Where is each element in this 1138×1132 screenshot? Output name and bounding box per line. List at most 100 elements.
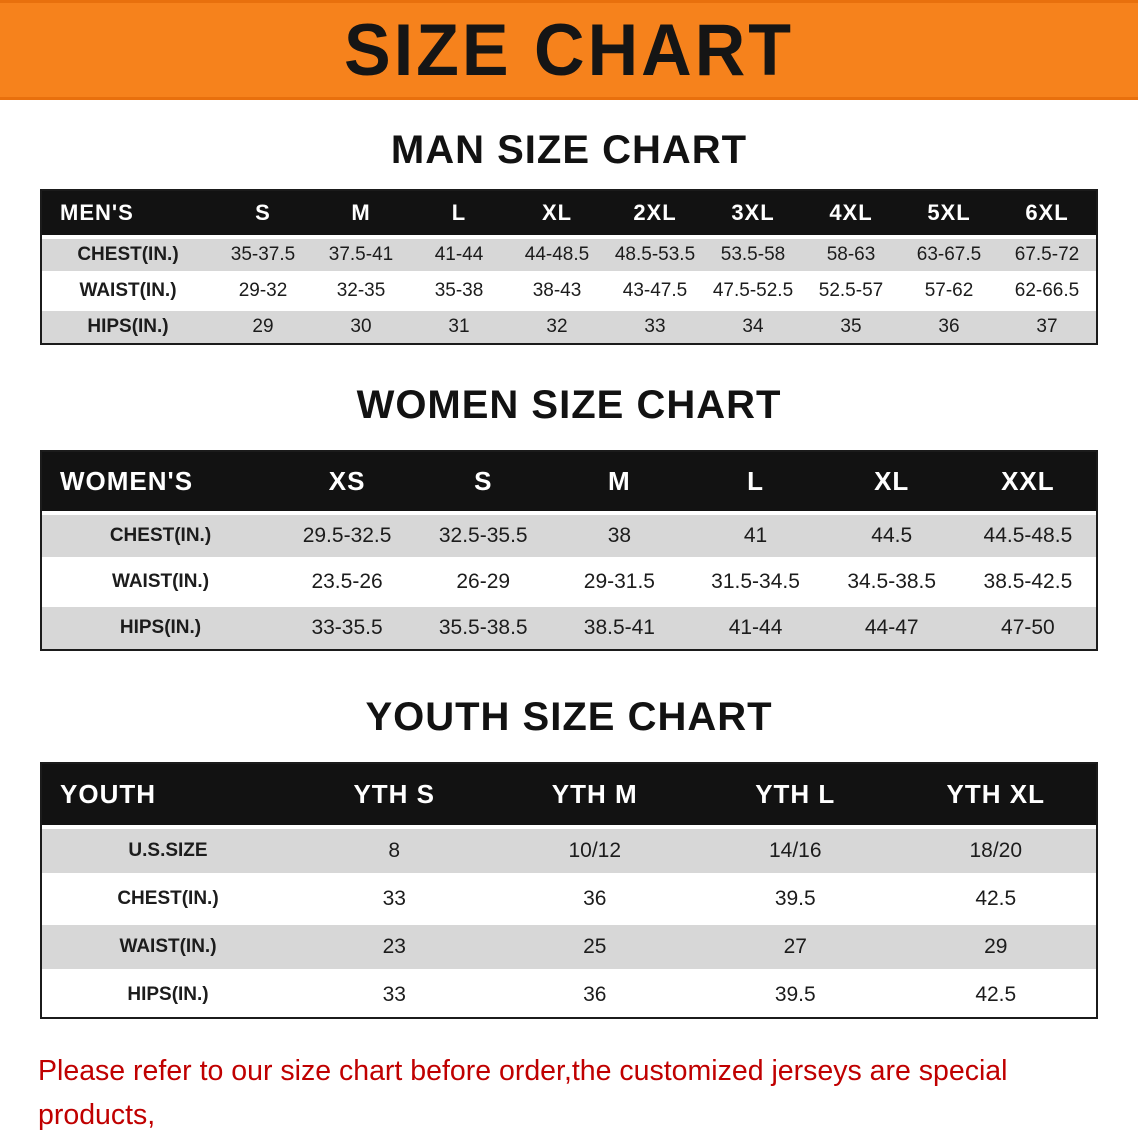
table-row: WAIST(IN.) 29-32 32-35 35-38 38-43 43-47.5 47.… xyxy=(42,271,1096,309)
value-cell: 23 xyxy=(294,921,495,971)
size-header-cell: XXL xyxy=(959,452,1096,513)
value-cell: 31 xyxy=(410,307,508,343)
value-cell: 29-32 xyxy=(214,271,312,309)
value-cell: 25 xyxy=(494,921,695,971)
table-row: CHEST(IN.) 29.5-32.5 32.5-35.5 38 41 44.5 44.5… xyxy=(42,511,1096,559)
table-row: CHEST(IN.) 33 36 39.5 42.5 xyxy=(42,873,1096,923)
value-cell: 42.5 xyxy=(895,969,1096,1017)
size-header-cell: XS xyxy=(279,452,416,513)
value-cell: 35-37.5 xyxy=(214,235,312,273)
value-cell: 35 xyxy=(802,307,900,343)
row-label-cell: CHEST(IN.) xyxy=(42,873,294,923)
disclaimer-note: Please refer to our size chart before or… xyxy=(38,1049,1100,1132)
value-cell: 29-31.5 xyxy=(551,557,688,605)
value-cell: 26-29 xyxy=(415,557,552,605)
mens-section: MAN SIZE CHART MEN'S S M L XL 2XL 3XL 4XL 5XL 6XL… xyxy=(0,128,1138,345)
womens-section-heading: WOMEN SIZE CHART xyxy=(356,383,782,427)
value-cell: 36 xyxy=(900,307,998,343)
size-header-cell: 4XL xyxy=(802,191,900,237)
value-cell: 35.5-38.5 xyxy=(415,603,552,649)
table-title-cell: YOUTH xyxy=(42,764,294,827)
size-header-cell: 3XL xyxy=(704,191,802,237)
value-cell: 18/20 xyxy=(895,825,1096,875)
size-header-cell: XL xyxy=(508,191,606,237)
youth-size-table-wrap: YOUTH YTH S YTH M YTH L YTH XL U.S.SIZE 8 10/12… xyxy=(40,762,1098,1019)
table-row: U.S.SIZE 8 10/12 14/16 18/20 xyxy=(42,825,1096,875)
row-label-cell: HIPS(IN.) xyxy=(42,969,294,1017)
womens-size-table: WOMEN'S XS S M L XL XXL CHEST(IN.) 29.5-32.5 32.5… xyxy=(42,452,1096,649)
value-cell: 14/16 xyxy=(695,825,896,875)
table-row: HIPS(IN.) 29 30 31 32 33 34 35 36 37 xyxy=(42,307,1096,343)
value-cell: 53.5-58 xyxy=(704,235,802,273)
value-cell: 57-62 xyxy=(900,271,998,309)
youth-size-table: YOUTH YTH S YTH M YTH L YTH XL U.S.SIZE 8 10/12… xyxy=(42,764,1096,1017)
value-cell: 41-44 xyxy=(410,235,508,273)
value-cell: 36 xyxy=(494,969,695,1017)
table-row: CHEST(IN.) 35-37.5 37.5-41 41-44 44-48.5 48.5… xyxy=(42,235,1096,273)
value-cell: 33 xyxy=(606,307,704,343)
table-header-row: WOMEN'S XS S M L XL XXL xyxy=(42,452,1096,513)
youth-section: YOUTH SIZE CHART YOUTH YTH S YTH M YTH L YTH… xyxy=(0,695,1138,1019)
row-label-cell: WAIST(IN.) xyxy=(42,557,279,605)
size-header-cell: S xyxy=(214,191,312,237)
value-cell: 41 xyxy=(687,511,824,559)
value-cell: 44-48.5 xyxy=(508,235,606,273)
value-cell: 58-63 xyxy=(802,235,900,273)
value-cell: 39.5 xyxy=(695,969,896,1017)
value-cell: 47.5-52.5 xyxy=(704,271,802,309)
disclaimer-line-1: Please refer to our size chart before or… xyxy=(38,1055,1008,1132)
value-cell: 29.5-32.5 xyxy=(279,511,416,559)
size-header-cell: M xyxy=(312,191,410,237)
value-cell: 33 xyxy=(294,873,495,923)
table-row: HIPS(IN.) 33-35.5 35.5-38.5 38.5-41 41-44 44-… xyxy=(42,603,1096,649)
value-cell: 48.5-53.5 xyxy=(606,235,704,273)
row-label-cell: WAIST(IN.) xyxy=(42,921,294,971)
value-cell: 31.5-34.5 xyxy=(687,557,824,605)
size-header-cell: L xyxy=(687,452,824,513)
size-header-cell: 2XL xyxy=(606,191,704,237)
value-cell: 35-38 xyxy=(410,271,508,309)
value-cell: 33-35.5 xyxy=(279,603,416,649)
size-header-cell: 5XL xyxy=(900,191,998,237)
size-header-cell: S xyxy=(415,452,552,513)
table-row: WAIST(IN.) 23.5-26 26-29 29-31.5 31.5-34.5 34… xyxy=(42,557,1096,605)
mens-size-table-wrap: MEN'S S M L XL 2XL 3XL 4XL 5XL 6XL CHEST(IN.) 35-37… xyxy=(40,189,1098,345)
value-cell: 41-44 xyxy=(687,603,824,649)
table-row: HIPS(IN.) 33 36 39.5 42.5 xyxy=(42,969,1096,1017)
value-cell: 44.5 xyxy=(823,511,960,559)
size-header-cell: M xyxy=(551,452,688,513)
value-cell: 34 xyxy=(704,307,802,343)
value-cell: 52.5-57 xyxy=(802,271,900,309)
row-label-cell: HIPS(IN.) xyxy=(42,603,279,649)
row-label-cell: CHEST(IN.) xyxy=(42,511,279,559)
value-cell: 30 xyxy=(312,307,410,343)
value-cell: 38-43 xyxy=(508,271,606,309)
value-cell: 27 xyxy=(695,921,896,971)
value-cell: 23.5-26 xyxy=(279,557,416,605)
value-cell: 62-66.5 xyxy=(998,271,1096,309)
size-header-cell: YTH XL xyxy=(895,764,1096,827)
value-cell: 29 xyxy=(214,307,312,343)
value-cell: 29 xyxy=(895,921,1096,971)
value-cell: 10/12 xyxy=(494,825,695,875)
size-header-cell: YTH L xyxy=(695,764,896,827)
value-cell: 44.5-48.5 xyxy=(959,511,1096,559)
row-label-cell: HIPS(IN.) xyxy=(42,307,214,343)
size-header-cell: L xyxy=(410,191,508,237)
page-title: SIZE CHART xyxy=(344,9,794,91)
youth-section-heading: YOUTH SIZE CHART xyxy=(365,695,773,739)
value-cell: 38.5-42.5 xyxy=(959,557,1096,605)
value-cell: 63-67.5 xyxy=(900,235,998,273)
value-cell: 32.5-35.5 xyxy=(415,511,552,559)
value-cell: 39.5 xyxy=(695,873,896,923)
row-label-cell: CHEST(IN.) xyxy=(42,235,214,273)
title-banner: SIZE CHART xyxy=(0,0,1138,100)
size-header-cell: XL xyxy=(823,452,960,513)
mens-section-heading: MAN SIZE CHART xyxy=(390,128,748,172)
value-cell: 8 xyxy=(294,825,495,875)
table-header-row: MEN'S S M L XL 2XL 3XL 4XL 5XL 6XL xyxy=(42,191,1096,237)
value-cell: 44-47 xyxy=(823,603,960,649)
size-header-cell: 6XL xyxy=(998,191,1096,237)
value-cell: 38.5-41 xyxy=(551,603,688,649)
